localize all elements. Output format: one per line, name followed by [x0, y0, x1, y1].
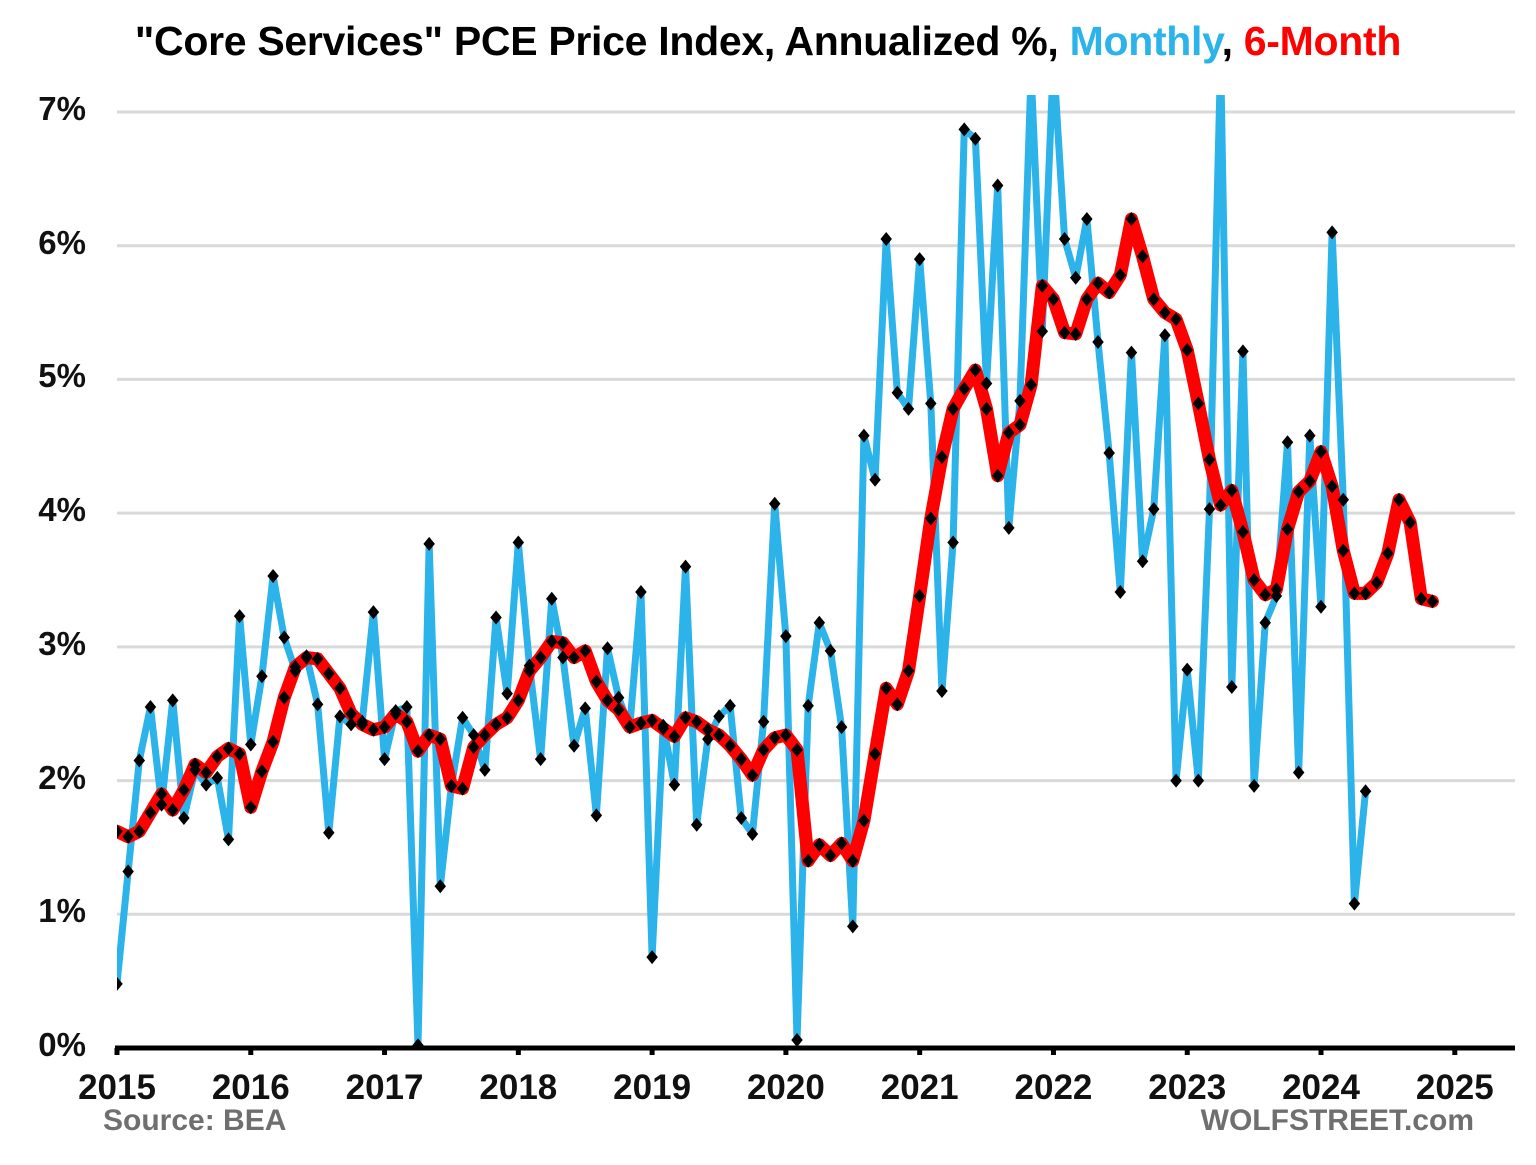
x-axis-tick-label: 2024 [1282, 1068, 1360, 1107]
y-axis-tick-label: 6% [38, 223, 86, 261]
markers-six-month [117, 211, 1439, 868]
x-axis-tick-label: 2021 [880, 1068, 959, 1107]
y-axis-tick-label: 1% [38, 892, 86, 930]
y-axis-tick-label: 3% [38, 624, 86, 662]
x-axis-tick-label: 2016 [211, 1068, 290, 1107]
chart-title-monthly-legend: Monthly [1069, 18, 1222, 64]
x-axis-tick-label: 2020 [746, 1068, 825, 1107]
x-axis-tick-label: 2019 [613, 1068, 692, 1107]
y-axis-tick-label: 5% [38, 357, 86, 395]
plot-area [0, 95, 1536, 1055]
x-axis-tick-label: 2023 [1148, 1068, 1227, 1107]
y-axis-tick-label: 0% [38, 1026, 86, 1063]
watermark: WOLFSTREET.com [1200, 1104, 1474, 1137]
chart-svg [114, 95, 1515, 1055]
source-note: Source: BEA [103, 1104, 287, 1137]
chart-title-sixmonth-legend: 6-Month [1243, 18, 1402, 64]
y-axis-tick-label: 7% [38, 90, 86, 127]
x-axis-tick-label: 2025 [1415, 1068, 1494, 1107]
chart-title-main: "Core Services" PCE Price Index, Annuali… [134, 18, 1070, 64]
markers-monthly [117, 122, 1372, 1048]
chart-title-separator: , [1221, 18, 1244, 64]
x-axis-tick-label: 2015 [78, 1068, 156, 1107]
x-axis-tick-label: 2017 [345, 1068, 424, 1107]
series-monthly [117, 95, 1370, 1048]
x-axis-tick-label: 2022 [1014, 1068, 1093, 1107]
x-axis [114, 1045, 1515, 1055]
y-axis-tick-label: 2% [38, 758, 86, 796]
chart-title: "Core Services" PCE Price Index, Annuali… [0, 18, 1536, 65]
y-axis-tick-label: 4% [38, 491, 86, 529]
x-axis-tick-label: 2018 [479, 1068, 558, 1107]
